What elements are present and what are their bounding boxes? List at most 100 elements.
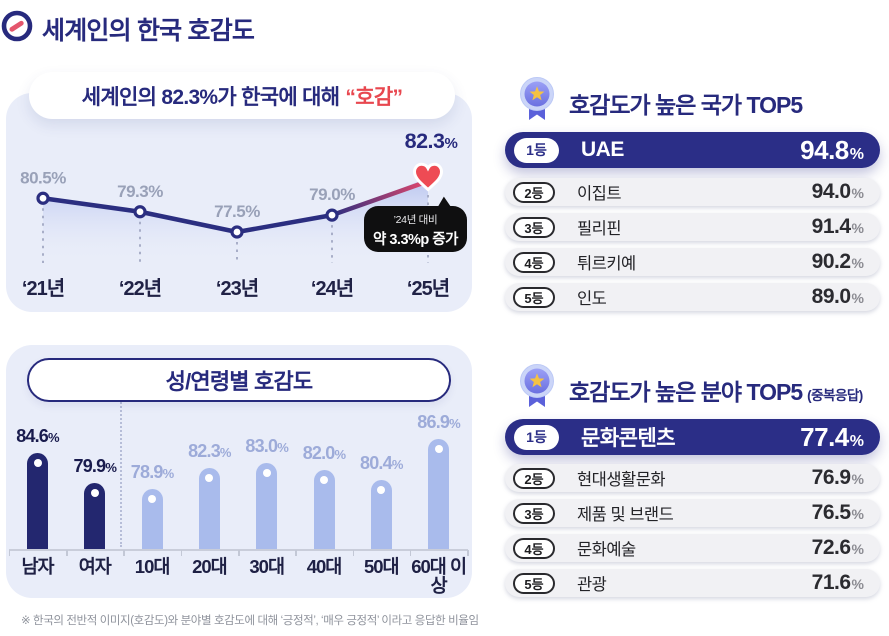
rank-badge: 3등 (513, 502, 555, 524)
rank-badge: 4등 (513, 537, 555, 559)
page-title: 세계인의 한국 호감도 (42, 17, 255, 45)
axis-tick (295, 550, 297, 556)
bar-60대 이상 (428, 439, 450, 549)
field-value: 72.6% (811, 536, 864, 559)
top-fields-title-suffix: (중복응답) (807, 388, 863, 403)
field-rank-row-4: 4등 문화예술 72.6% (505, 534, 880, 562)
trend-value-label: 80.5% (20, 168, 66, 187)
bar-10대 (141, 489, 163, 549)
field-name: 관광 (577, 576, 607, 594)
bar-20대 (198, 467, 220, 549)
trend-value-label-highlight: 82.3% (405, 129, 458, 153)
bar-top-dot (262, 469, 271, 478)
trend-value-label: 79.3% (117, 182, 163, 201)
bar-50대 (370, 479, 392, 549)
trend-point (230, 225, 244, 239)
bar-top-dot (205, 473, 214, 482)
field-name: 제품 및 브랜드 (577, 506, 674, 524)
axis-tick (238, 550, 240, 556)
axis-tick (352, 550, 355, 556)
bar-category-label: 60대 이상 (411, 556, 467, 597)
bar-value-label: 82.0% (302, 442, 346, 463)
field-name: 현대생활문화 (577, 471, 666, 489)
bar-top-dot (33, 459, 42, 468)
gender-age-panel-title: 성/연령별 호감도 (27, 358, 451, 402)
axis-tick (180, 550, 183, 556)
axis-tick (66, 550, 68, 556)
field-name: 문화예술 (577, 541, 636, 559)
country-value: 91.4% (811, 215, 864, 238)
rank-badge: 4등 (513, 251, 555, 273)
bar-30대 (256, 463, 278, 549)
footnote: ※ 한국의 전반적 이미지(호감도)와 분야별 호감도에 대해 ‘긍정적’, ‘… (21, 615, 479, 627)
bar-top-dot (90, 488, 99, 497)
rank-badge: 5등 (513, 286, 555, 308)
trend-value-label: 77.5% (214, 202, 260, 221)
gender-age-divider (120, 395, 122, 547)
bar-value-label: 80.4% (359, 452, 403, 473)
swirl-d-logo-icon (1, 10, 33, 42)
trend-value-label: 79.0% (309, 185, 355, 204)
country-value: 90.2% (811, 250, 864, 273)
trend-point (36, 191, 50, 205)
bar-top-dot (320, 475, 328, 484)
trend-headline-text: 세계인의 82.3%가 한국에 대해 (81, 85, 340, 109)
country-rank-row-1: 1등 UAE 94.8% (505, 132, 880, 168)
bar-value-label: 83.0% (245, 436, 288, 457)
medal-icon (520, 77, 554, 120)
bar-value-label: 78.9% (130, 462, 174, 482)
top-countries-title: 호감도가 높은 국가 TOP5 (569, 92, 803, 118)
rank-badge: 5등 (513, 572, 555, 594)
trend-headline-accent: “호감” (345, 85, 403, 109)
bar-category-label: 50대 (363, 556, 400, 577)
rank-badge: 3등 (513, 216, 555, 238)
axis-tick (467, 550, 469, 556)
field-rank-row-2: 2등 현대생활문화 76.9% (505, 464, 880, 492)
field-rank-row-3: 3등 제품 및 브랜드 76.5% (505, 499, 880, 527)
bar-category-label: 10대 (134, 556, 171, 577)
trend-point (133, 205, 147, 219)
field-value: 76.5% (811, 501, 864, 524)
bar-category-label: 여자 (78, 556, 112, 577)
trend-x-label: ‘24년 (311, 277, 353, 300)
axis-tick (8, 550, 11, 556)
country-value: 94.8% (800, 134, 864, 165)
trend-panel: 세계인의 82.3%가 한국에 대해 “호감” 80.5% 79.3% 77.5% 7… (6, 72, 472, 312)
bar-top-dot (148, 495, 157, 503)
bar-top-dot (434, 445, 443, 453)
bar-40대 (313, 469, 335, 549)
increase-callout-bubble: ’24년 대비 약 3.3%p 증가 (364, 206, 467, 252)
gender-age-bar-chart: 84.6% 남자 79.9% 여자 78.9% 10대 82.3% 20대 83.0% 30대 82… (6, 345, 472, 598)
bar-category-label: 남자 (21, 556, 54, 577)
rank-badge: 2등 (513, 181, 555, 203)
bar-value-label: 84.6% (16, 426, 59, 447)
country-name: 필리핀 (577, 220, 622, 238)
trend-x-label: ‘22년 (119, 277, 161, 300)
trend-line-rise (329, 180, 426, 218)
rank-badge: 1등 (514, 137, 559, 163)
country-name: UAE (581, 138, 624, 161)
gender-age-panel: 84.6% 남자 79.9% 여자 78.9% 10대 82.3% 20대 83.0% 30대 82… (6, 345, 472, 598)
country-rank-row-2: 2등 이집트 94.0% (505, 178, 880, 206)
callout-line1: ’24년 대비 (393, 214, 438, 226)
field-value: 71.6% (811, 571, 864, 594)
bar-top-dot (377, 485, 386, 494)
heart-icon (412, 162, 444, 192)
trend-point (325, 208, 339, 222)
trend-x-label: ‘21년 (22, 277, 64, 300)
country-value: 94.0% (811, 180, 864, 203)
bar-category-label: 30대 (249, 556, 285, 577)
country-name: 이집트 (577, 185, 622, 203)
rank-badge: 1등 (514, 424, 559, 450)
bar-category-label: 40대 (306, 556, 343, 577)
callout-line2: 약 3.3%p 증가 (373, 232, 458, 248)
country-name: 튀르키예 (577, 255, 636, 273)
country-rank-row-5: 5등 인도 89.0% (505, 283, 880, 311)
trend-x-label: ‘25년 (407, 277, 449, 300)
axis-tick (123, 550, 125, 556)
bar-value-label: 86.9% (417, 412, 460, 432)
field-value: 76.9% (811, 466, 864, 489)
field-name: 문화콘텐츠 (581, 427, 676, 450)
axis-tick (409, 550, 412, 556)
